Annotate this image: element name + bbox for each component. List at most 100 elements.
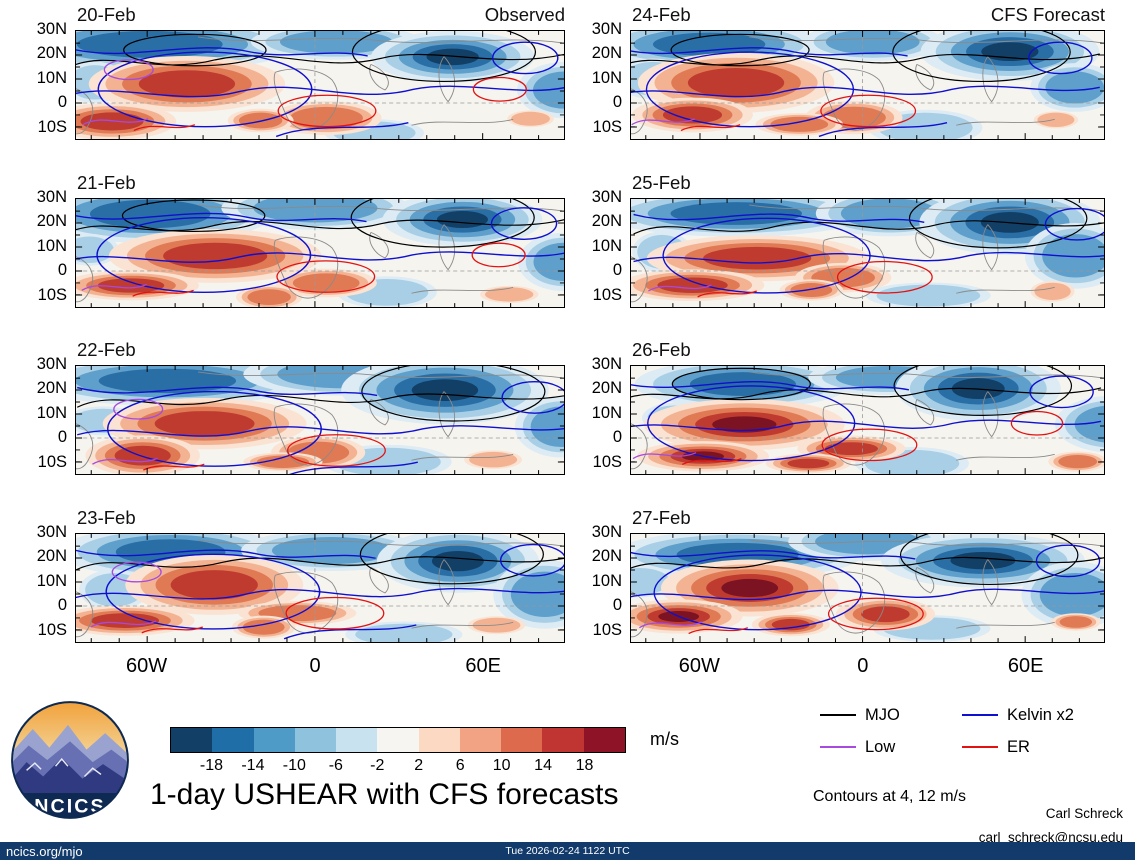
map-panel-26-Feb — [630, 365, 1105, 475]
x-axis-tick-label: 60W — [678, 655, 720, 677]
panel-date-label: 27-Feb — [632, 507, 691, 528]
contour-note: Contours at 4, 12 m/s — [813, 788, 966, 805]
y-axis-tick-label: 0 — [57, 93, 67, 112]
colorbar-segment — [459, 728, 502, 752]
colorbar-segment — [253, 728, 295, 752]
colorbar-tick-label: -2 — [370, 757, 385, 774]
map-field — [76, 31, 564, 139]
legend-item-low: Low — [820, 734, 895, 760]
column-header-right: CFS Forecast — [990, 4, 1105, 25]
colorbar-segment — [294, 728, 337, 752]
map-panel-25-Feb — [630, 198, 1105, 308]
map-field — [76, 199, 564, 307]
map-field — [631, 534, 1104, 642]
credit-name: Carl Schreck — [1045, 806, 1123, 821]
colorbar-tick-label: 14 — [534, 757, 552, 774]
y-axis-tick-label: 0 — [57, 596, 67, 615]
colorbar-segment — [336, 728, 378, 752]
panel-date-label: 21-Feb — [77, 172, 136, 193]
y-axis-tick-label: 10N — [591, 403, 622, 422]
x-axis-tick-label: 60E — [1007, 655, 1044, 677]
panel-date-label: 23-Feb — [77, 507, 136, 528]
ncics-logo-text: NCICS — [34, 796, 105, 818]
y-axis-tick-label: 10S — [37, 285, 67, 304]
map-panel-21-Feb — [75, 198, 565, 308]
y-axis-tick-label: 10N — [36, 68, 67, 87]
map-panel-24-Feb — [630, 30, 1105, 140]
panel-date-label: 22-Feb — [77, 339, 136, 360]
colorbar-segment — [418, 728, 460, 752]
y-axis-tick-label: 0 — [612, 93, 622, 112]
x-axis-tick-label: 0 — [857, 655, 869, 677]
legend-label: ER — [1007, 737, 1030, 756]
y-axis-tick-label: 0 — [612, 261, 622, 280]
y-axis-tick-label: 10S — [37, 620, 67, 639]
footer-link[interactable]: ncics.org/mjo — [6, 843, 83, 859]
y-axis-tick-label: 30N — [591, 188, 622, 206]
legend-item-mjo: MJO — [820, 702, 900, 728]
panel-date-label: 25-Feb — [632, 172, 691, 193]
y-axis-tick-label: 30N — [36, 20, 67, 38]
y-axis-tick-label: 10S — [592, 620, 622, 639]
map-field — [631, 366, 1104, 474]
colorbar-segment — [377, 728, 419, 752]
ncics-logo-graphic: NCICS — [11, 701, 129, 819]
legend-label: Kelvin x2 — [1007, 705, 1074, 724]
colorbar-tick-label: 2 — [414, 757, 424, 774]
colorbar-unit: m/s — [650, 729, 679, 749]
y-axis-tick-label: 0 — [612, 428, 622, 447]
panel-date-label: 24-Feb — [632, 4, 691, 25]
y-axis-tick-label: 20N — [36, 379, 67, 398]
y-axis-tick-label: 10N — [591, 571, 622, 590]
y-axis-tick-label: 10S — [37, 117, 67, 136]
y-axis-tick-label: 0 — [612, 596, 622, 615]
colorbar-tick-label: -6 — [328, 757, 343, 774]
y-axis-tick-label: 10S — [592, 117, 622, 136]
map-field — [631, 31, 1104, 139]
map-field — [76, 366, 564, 474]
y-axis-tick-label: 10N — [36, 403, 67, 422]
y-axis-tick-label: 10N — [36, 571, 67, 590]
y-axis-tick-label: 10N — [591, 236, 622, 255]
map-field — [76, 534, 564, 642]
y-axis-tick-label: 20N — [591, 379, 622, 398]
y-axis-tick-label: 20N — [36, 44, 67, 63]
column-header-left: Observed — [484, 4, 565, 25]
map-panel-27-Feb — [630, 533, 1105, 643]
x-axis-tick-label: 60W — [125, 655, 168, 677]
x-axis-tick-label: 60E — [465, 655, 501, 677]
colorbar-tick-label: 18 — [575, 757, 594, 774]
y-axis-tick-label: 20N — [36, 212, 67, 231]
x-axis-tick-label: 0 — [309, 655, 321, 677]
legend-item-kelvin-x2: Kelvin x2 — [962, 702, 1074, 728]
colorbar-tick-label: -14 — [241, 757, 265, 774]
legend-label: Low — [865, 737, 896, 756]
y-axis-tick-label: 10S — [37, 452, 67, 471]
ncics-logo: NCICS — [8, 698, 132, 822]
panel-date-label: 20-Feb — [77, 4, 136, 25]
legend-line-swatch — [962, 714, 998, 716]
colorbar-tick-label: -10 — [282, 757, 306, 774]
legend-item-er: ER — [962, 734, 1030, 760]
y-axis-tick-label: 30N — [36, 523, 67, 541]
credit-email[interactable]: carl_schreck@ncsu.edu — [978, 830, 1123, 845]
colorbar-segment — [171, 728, 213, 752]
legend-label: MJO — [865, 705, 900, 724]
colorbar-tick-label: -18 — [199, 757, 224, 774]
y-axis-tick-label: 20N — [591, 547, 622, 566]
colorbar-segment — [583, 728, 625, 752]
y-axis-tick-label: 20N — [591, 212, 622, 231]
y-axis-tick-label: 30N — [36, 188, 67, 206]
page-title: 1-day USHEAR with CFS forecasts — [150, 778, 619, 811]
legend-line-swatch — [820, 746, 856, 748]
legend-line-swatch — [820, 714, 856, 716]
map-panel-23-Feb — [75, 533, 565, 643]
y-axis-tick-label: 0 — [57, 428, 67, 447]
colorbar-tick-label: 6 — [455, 757, 465, 774]
y-axis-tick-label: 30N — [591, 355, 622, 373]
legend-line-swatch — [962, 746, 998, 748]
map-field — [631, 199, 1104, 307]
colorbar-tick-label: 10 — [492, 757, 511, 774]
colorbar — [170, 727, 626, 753]
